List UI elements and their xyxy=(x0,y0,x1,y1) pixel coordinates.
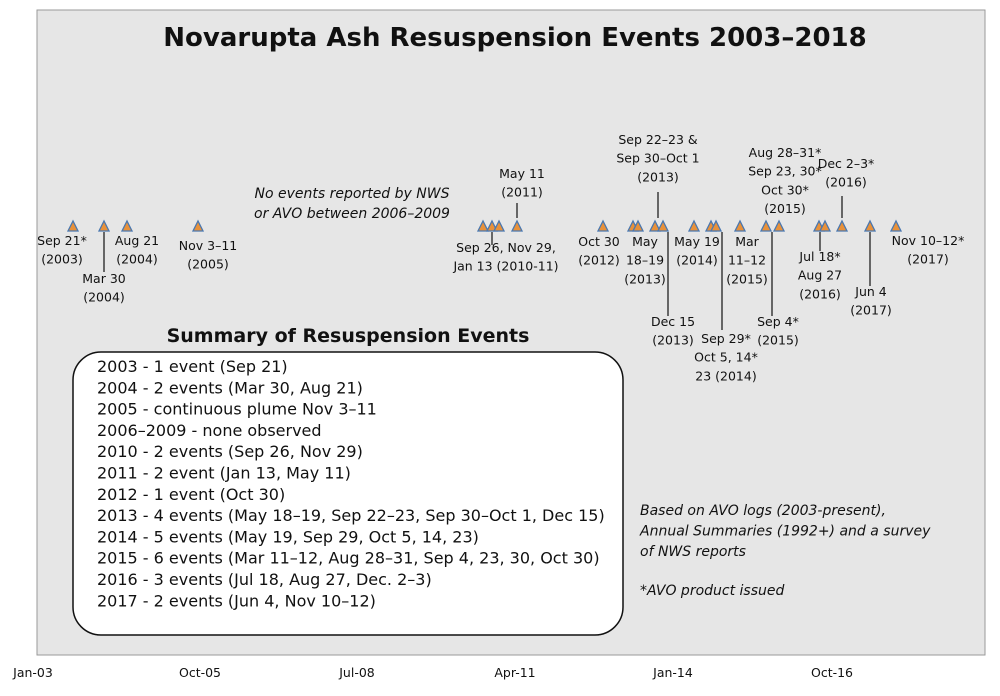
event-marker xyxy=(835,219,849,232)
event-label: 11–12 xyxy=(728,253,766,268)
event-marker xyxy=(687,219,701,232)
event-marker xyxy=(648,219,662,232)
event-label: (2012) xyxy=(578,253,620,268)
event-label: Jul 18* xyxy=(798,249,840,264)
axis-label: Apr-11 xyxy=(494,665,535,680)
event-label: Jan 13 (2010-11) xyxy=(452,259,558,274)
event-label: Sep 26, Nov 29, xyxy=(456,240,556,255)
event-label: Mar xyxy=(735,234,759,249)
event-marker xyxy=(510,219,524,232)
axis-label: Oct-16 xyxy=(811,665,853,680)
event-marker xyxy=(889,219,903,232)
source-note: of NWS reports xyxy=(640,544,746,560)
event-label: Sep 4* xyxy=(757,314,799,329)
event-label: Sep 30–Oct 1 xyxy=(616,151,699,166)
event-label: Sep 22–23 & xyxy=(618,132,698,147)
event-label: (2011) xyxy=(501,185,543,200)
summary-row: 2015 - 6 events (Mar 11–12, Aug 28–31, S… xyxy=(97,549,600,568)
event-marker xyxy=(631,219,645,232)
event-label: (2016) xyxy=(799,286,841,301)
event-marker xyxy=(97,219,111,232)
event-label: Mar 30 xyxy=(82,271,126,286)
event-marker xyxy=(772,219,786,232)
summary-row: 2016 - 3 events (Jul 18, Aug 27, Dec. 2–… xyxy=(97,570,432,589)
event-label: 23 (2014) xyxy=(695,368,756,383)
event-label: Sep 21* xyxy=(37,233,87,248)
axis-label: Jul-08 xyxy=(338,665,375,680)
event-marker xyxy=(759,219,773,232)
event-label: Dec 15 xyxy=(651,314,695,329)
summary-row: 2011 - 2 event (Jan 13, May 11) xyxy=(97,464,351,483)
event-label: Nov 10–12* xyxy=(892,233,965,248)
event-label: Oct 30* xyxy=(761,182,809,197)
summary-box xyxy=(72,351,624,636)
event-label: (2004) xyxy=(83,290,125,305)
event-label: Aug 28–31* xyxy=(749,145,822,160)
event-marker xyxy=(120,219,134,232)
footnote: *AVO product issued xyxy=(640,583,784,599)
source-note: Annual Summaries (1992+) and a survey xyxy=(639,524,931,540)
axis-label: Jan-14 xyxy=(652,665,693,680)
summary-row: 2014 - 5 events (May 19, Sep 29, Oct 5, … xyxy=(97,527,479,546)
event-marker xyxy=(709,219,723,232)
summary-row: 2010 - 2 events (Sep 26, Nov 29) xyxy=(97,442,363,461)
axis-label: Oct-05 xyxy=(179,665,221,680)
event-label: (2005) xyxy=(187,257,229,272)
title: Novarupta Ash Resuspension Events 2003–2… xyxy=(163,23,866,53)
event-marker xyxy=(596,219,610,232)
event-marker xyxy=(818,219,832,232)
summary-title: Summary of Resuspension Events xyxy=(167,325,530,347)
source-note: Based on AVO logs (2003-present), xyxy=(640,503,886,519)
event-label: (2003) xyxy=(41,252,83,267)
event-marker xyxy=(485,219,499,232)
event-label: Sep 23, 30* xyxy=(748,164,822,179)
event-label: Oct 5, 14* xyxy=(694,350,758,365)
axis-label: Jan-03 xyxy=(12,665,53,680)
note: or AVO between 2006–2009 xyxy=(254,206,450,222)
event-label: Dec 2–3* xyxy=(818,156,875,171)
summary-row: 2004 - 2 events (Mar 30, Aug 21) xyxy=(97,378,363,397)
event-marker xyxy=(733,219,747,232)
event-label: (2013) xyxy=(624,271,666,286)
event-label: (2017) xyxy=(850,303,892,318)
event-marker xyxy=(476,219,490,232)
event-label: (2013) xyxy=(652,333,694,348)
event-marker xyxy=(66,219,80,232)
event-label: May xyxy=(632,234,658,249)
summary-row: 2005 - continuous plume Nov 3–11 xyxy=(97,400,377,419)
event-label: May 11 xyxy=(499,166,545,181)
event-label: Aug 27 xyxy=(798,268,842,283)
event-label: 18–19 xyxy=(626,253,664,268)
event-label: (2017) xyxy=(907,252,949,267)
event-label: (2015) xyxy=(757,333,799,348)
event-label: (2015) xyxy=(726,271,768,286)
event-marker xyxy=(492,219,506,232)
layer: Sep 21* (2003) Mar 30 (2004) Aug 21 (2004) Nov… xyxy=(12,132,964,680)
event-marker xyxy=(656,219,670,232)
event-label: Nov 3–11 xyxy=(179,238,237,253)
event-label: (2013) xyxy=(637,169,679,184)
event-label: Aug 21 xyxy=(115,233,159,248)
event-label: (2015) xyxy=(764,201,806,216)
summary-row: 2013 - 4 events (May 18–19, Sep 22–23, S… xyxy=(97,506,605,525)
summary-row: 2012 - 1 event (Oct 30) xyxy=(97,485,285,504)
summary-row: 2003 - 1 event (Sep 21) xyxy=(97,357,288,376)
event-label: Oct 30 xyxy=(578,234,620,249)
event-marker xyxy=(863,219,877,232)
event-label: (2004) xyxy=(116,252,158,267)
event-label: (2014) xyxy=(676,253,718,268)
note: No events reported by NWS xyxy=(255,186,450,202)
event-label: Sep 29* xyxy=(701,331,751,346)
summary-row: 2017 - 2 events (Jun 4, Nov 10–12) xyxy=(97,591,376,610)
event-marker xyxy=(191,219,205,232)
event-label: Jun 4 xyxy=(854,284,887,299)
event-label: (2016) xyxy=(825,175,867,190)
summary-row: 2006–2009 - none observed xyxy=(97,421,322,440)
event-label: May 19 xyxy=(674,234,720,249)
